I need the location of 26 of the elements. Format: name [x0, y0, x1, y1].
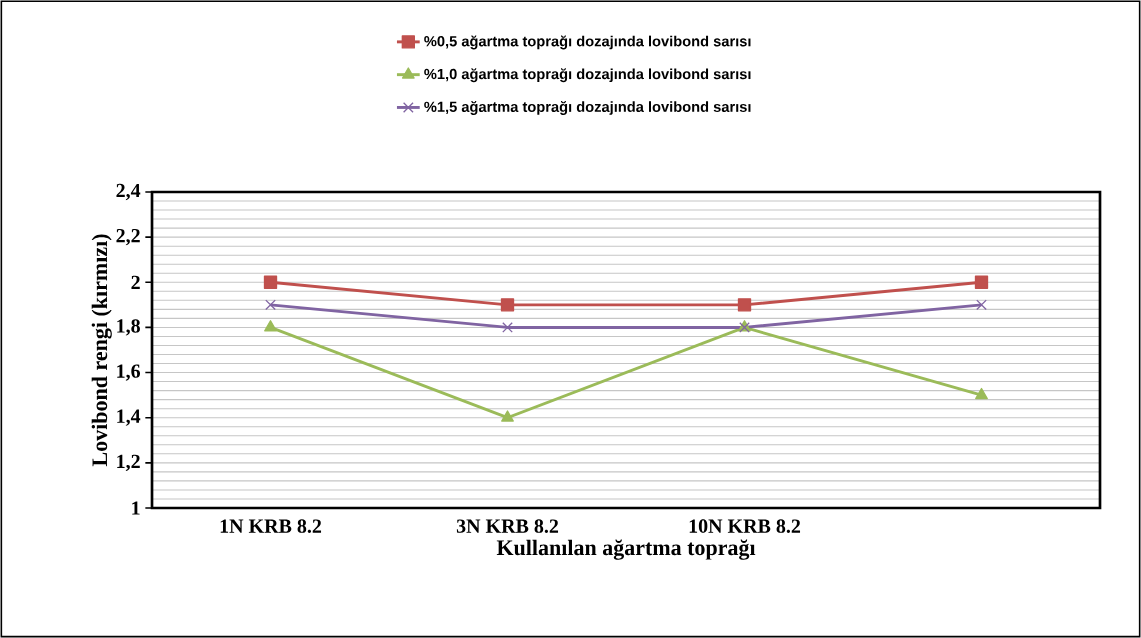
point [500, 298, 515, 312]
point [264, 320, 277, 332]
x-tick-label: 1N KRB 8.2 [220, 519, 322, 533]
point [737, 298, 752, 312]
x-tick-label: 10N KRB 8.2 [689, 519, 801, 533]
legend-label: %1,5 ağartma toprağı dozajında lovibond sarısı [424, 101, 751, 115]
y-tick-label: 1,8 [117, 319, 140, 336]
point [263, 275, 278, 289]
point [974, 275, 989, 289]
legend-label: %1,0 ağartma toprağı dozajında lovibond sarısı [424, 68, 751, 83]
y-tick-label: 1,4 [117, 409, 141, 426]
y-tick-label: 1,6 [117, 364, 141, 381]
y-tick-label: 2,2 [116, 228, 140, 246]
point [265, 299, 276, 311]
x-tick-label: 3N KRB 8.2 [456, 519, 559, 533]
point [975, 387, 988, 400]
x-axis-title: Kullanılan ağartma toprağı [496, 539, 756, 560]
point [976, 299, 987, 311]
point [501, 410, 514, 422]
legend-label: %0,5 ağartma toprağı dozajında lovibond sarısı [424, 35, 751, 50]
y-tick-label: 1 [132, 501, 140, 515]
y-tick-label: 2,4 [116, 183, 141, 201]
point [502, 322, 513, 333]
y-axis-title: Lovibond rengi (kırmızı) [91, 234, 112, 467]
y-tick-label: 2 [131, 275, 140, 289]
y-tick-label: 1,2 [117, 454, 140, 472]
